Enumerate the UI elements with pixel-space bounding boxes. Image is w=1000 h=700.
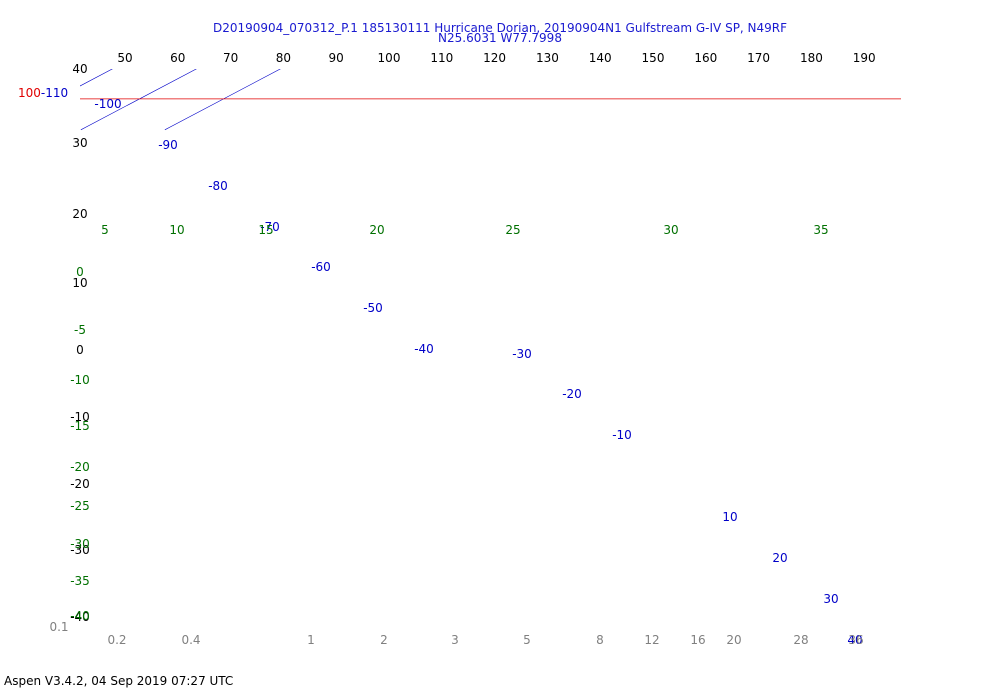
- moist-adiabat: [0, 0, 920, 119]
- mixing-ratio-label: 12: [644, 633, 659, 647]
- top-axis-label: 160: [694, 51, 717, 65]
- moist-adiabat-label: -10: [70, 373, 90, 387]
- isotherm-edge-label: -30: [70, 543, 90, 557]
- top-axis-label: 180: [800, 51, 823, 65]
- chart-title: D20190904_070312_P.1 185130111 Hurricane…: [212, 21, 788, 35]
- footer-version: Aspen V3.4.2, 04 Sep 2019 07:27 UTC: [4, 674, 234, 688]
- mixing-ratio-label: 36: [848, 633, 863, 647]
- dry-adiabat-label: 15: [258, 223, 273, 237]
- isotherm-label: -40: [414, 342, 434, 356]
- top-axis-label: 100: [378, 51, 401, 65]
- isotherm-label: -20: [562, 387, 582, 401]
- mixing-ratio-label: 1: [307, 633, 315, 647]
- moist-adiabat: [0, 0, 542, 119]
- chart-subtitle: N25.6031 W77.7998: [438, 31, 562, 45]
- isotherm-label: 40: [847, 633, 862, 647]
- moist-adiabat-label: -25: [70, 499, 90, 513]
- top-axis-label: 120: [483, 51, 506, 65]
- dry-adiabat-label: 10: [169, 223, 184, 237]
- top-axis-label: 130: [536, 51, 559, 65]
- dry-adiabat: [0, 0, 921, 128]
- top-axis-label: 150: [642, 51, 665, 65]
- moist-adiabat-label: -15: [70, 419, 90, 433]
- isotherm-label: -10: [612, 428, 632, 442]
- mixing-ratio-label: 0.2: [107, 633, 126, 647]
- isotherm: [0, 0, 374, 130]
- isotherm-edge-label: 0: [76, 343, 84, 357]
- dry-adiabat: [0, 0, 408, 128]
- isotherm-label: -30: [512, 347, 532, 361]
- top-axis-label: 90: [329, 51, 344, 65]
- isotherm-label: 20: [772, 551, 787, 565]
- dry-adiabat-label: 20: [369, 223, 384, 237]
- mixing-ratio-label: 2: [380, 633, 388, 647]
- top-axis-label: 110: [430, 51, 453, 65]
- top-axis-label: 70: [223, 51, 238, 65]
- mixing-ratio-label: 5: [523, 633, 531, 647]
- mixing-ratio-label: 8: [596, 633, 604, 647]
- moist-adiabat-label: 0: [76, 265, 84, 279]
- dry-adiabat-label: 35: [813, 223, 828, 237]
- top-axis-label: 190: [853, 51, 876, 65]
- mixing-ratio-label: 20: [726, 633, 741, 647]
- moist-adiabat-label: -40: [70, 609, 90, 623]
- pressure-label: 100-110: [18, 86, 68, 100]
- moist-adiabat-label: -5: [74, 323, 86, 337]
- isotherm-edge-label: 40: [72, 62, 87, 76]
- top-axis-label: 50: [117, 51, 132, 65]
- isotherm-label: -50: [363, 301, 383, 315]
- isotherm: [0, 0, 290, 130]
- isotherm-label: -90: [158, 138, 178, 152]
- isotherm-edge-label: -40: [70, 610, 90, 624]
- top-axis-label: 140: [589, 51, 612, 65]
- isotherm-edge-label: -20: [70, 477, 90, 491]
- isotherm-edge-label: 10: [72, 276, 87, 290]
- moist-adiabat-label: -20: [70, 460, 90, 474]
- isotherm-label: -60: [311, 260, 331, 274]
- moist-adiabat-label: -35: [70, 574, 90, 588]
- dry-adiabat-label: 5: [101, 223, 109, 237]
- dry-adiabat-label: 30: [663, 223, 678, 237]
- mixing-ratio-label: 16: [690, 633, 705, 647]
- isotherm: [0, 0, 38, 130]
- mixing-ratio-label: 28: [793, 633, 808, 647]
- top-axis-label: 60: [170, 51, 185, 65]
- isotherm-edge-label: 20: [72, 207, 87, 221]
- isotherm-label: -70: [260, 220, 280, 234]
- isotherm-label: 30: [823, 592, 838, 606]
- moist-adiabat-label: -30: [70, 537, 90, 551]
- isotherm-label: 10: [722, 510, 737, 524]
- dry-adiabat-label: 25: [505, 223, 520, 237]
- top-axis-label: 80: [276, 51, 291, 65]
- isotherm-label: -100: [94, 97, 121, 111]
- isotherm-label: -80: [208, 179, 228, 193]
- top-axis-label: 170: [747, 51, 770, 65]
- mixing-ratio-label: 3: [451, 633, 459, 647]
- mixing-ratio-label: 0.4: [181, 633, 200, 647]
- mixing-ratio-label: 0.1: [49, 620, 68, 634]
- isotherm-edge-label: -10: [70, 410, 90, 424]
- isotherm-edge-label: 30: [72, 136, 87, 150]
